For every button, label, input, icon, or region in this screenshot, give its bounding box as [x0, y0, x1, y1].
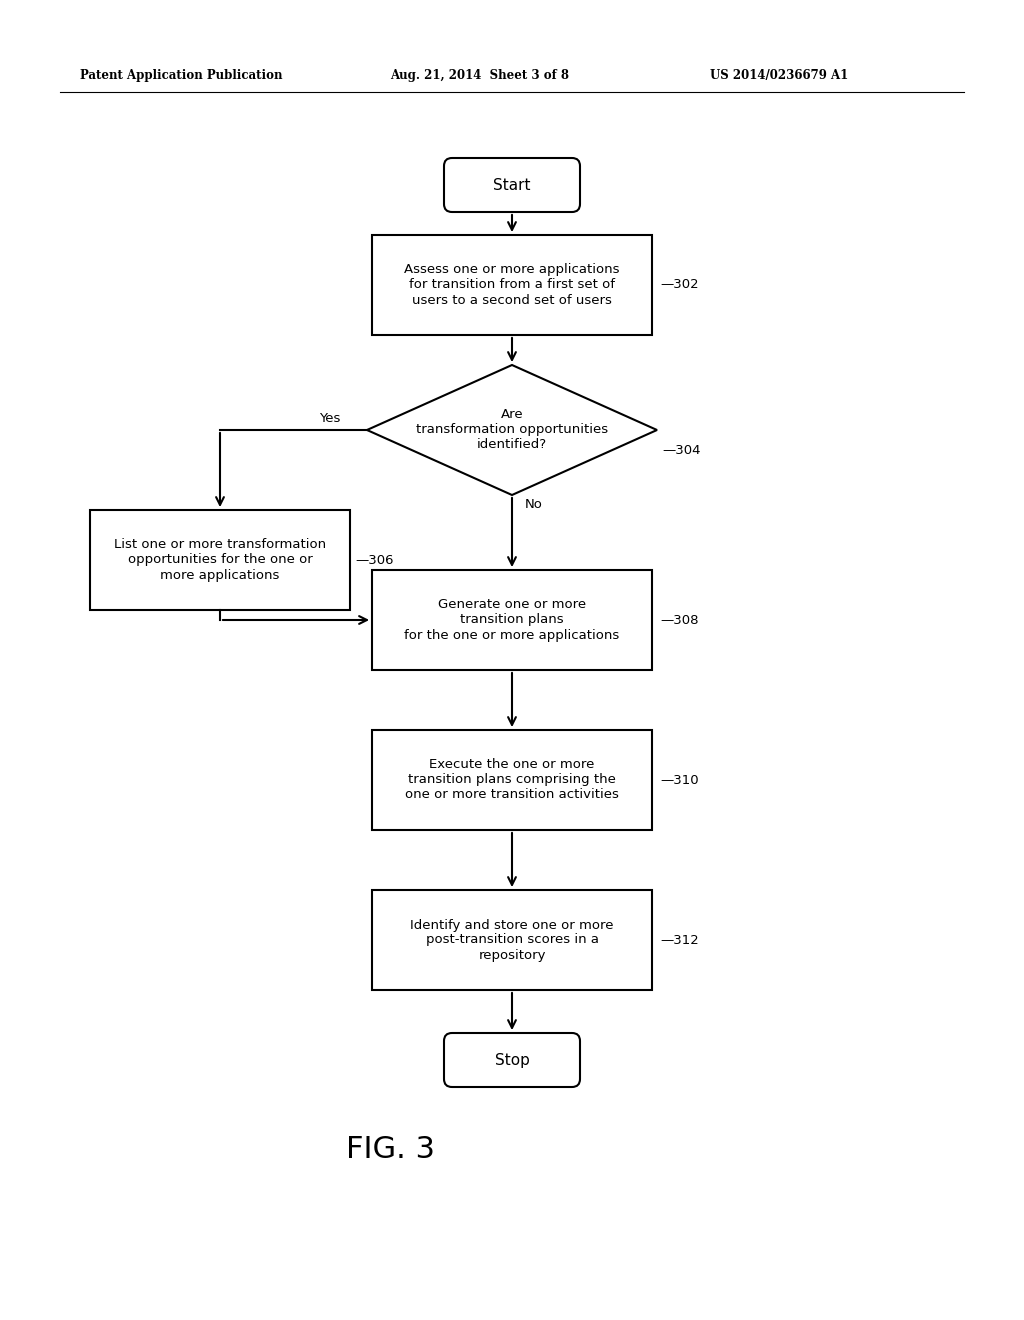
Text: —310: —310	[660, 774, 698, 787]
Text: List one or more transformation
opportunities for the one or
more applications: List one or more transformation opportun…	[114, 539, 326, 582]
Text: —308: —308	[660, 614, 698, 627]
Text: Execute the one or more
transition plans comprising the
one or more transition a: Execute the one or more transition plans…	[406, 759, 618, 801]
Bar	[372, 890, 652, 990]
Text: —312: —312	[660, 933, 698, 946]
Polygon shape	[367, 366, 657, 495]
Text: Start: Start	[494, 177, 530, 193]
Text: —302: —302	[660, 279, 698, 292]
Text: —304: —304	[662, 444, 700, 457]
FancyBboxPatch shape	[444, 158, 580, 213]
Text: Patent Application Publication: Patent Application Publication	[80, 69, 283, 82]
Bar	[90, 510, 350, 610]
Text: Generate one or more
transition plans
for the one or more applications: Generate one or more transition plans fo…	[404, 598, 620, 642]
Bar	[372, 730, 652, 830]
Text: No: No	[525, 499, 543, 511]
Bar	[372, 235, 652, 335]
Text: Aug. 21, 2014  Sheet 3 of 8: Aug. 21, 2014 Sheet 3 of 8	[390, 69, 569, 82]
Text: —306: —306	[355, 553, 393, 566]
Text: US 2014/0236679 A1: US 2014/0236679 A1	[710, 69, 848, 82]
Text: Identify and store one or more
post-transition scores in a
repository: Identify and store one or more post-tran…	[411, 919, 613, 961]
Bar	[372, 570, 652, 671]
Text: FIG. 3: FIG. 3	[345, 1135, 434, 1164]
Text: Assess one or more applications
for transition from a first set of
users to a se: Assess one or more applications for tran…	[404, 264, 620, 306]
Text: Are
transformation opportunities
identified?: Are transformation opportunities identif…	[416, 408, 608, 451]
FancyBboxPatch shape	[444, 1034, 580, 1086]
Text: Stop: Stop	[495, 1052, 529, 1068]
Text: Yes: Yes	[319, 412, 341, 425]
